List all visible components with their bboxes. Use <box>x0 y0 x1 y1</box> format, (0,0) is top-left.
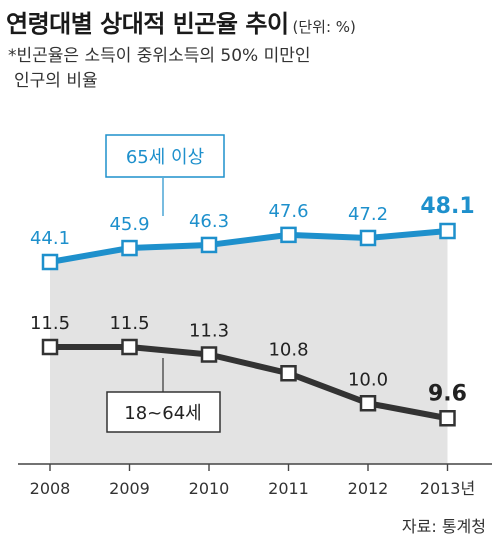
x-tick-label: 2012 <box>348 479 389 498</box>
x-tick-label: 2013년 <box>420 479 475 498</box>
data-point-working <box>200 346 218 363</box>
data-point-senior <box>41 253 59 271</box>
data-point-working <box>121 338 138 356</box>
data-label-senior: 46.3 <box>189 211 229 232</box>
data-point-working <box>359 395 377 412</box>
series-label-senior: 65세 이상 <box>126 147 204 168</box>
chart-title-block: 연령대별 상대적 빈곤율 추이 (단위: %) <box>6 4 356 39</box>
series-label-working: 18~64세 <box>124 403 201 424</box>
note-line-2: 인구의 비율 <box>14 71 98 91</box>
x-tick-label: 2011 <box>268 479 309 498</box>
data-label-senior: 47.2 <box>348 204 388 225</box>
chart-note: *빈곤율은 소득이 중위소득의 50% 미만인 인구의 비율 <box>8 44 311 94</box>
callout-box-senior <box>105 134 225 178</box>
data-label-senior: 44.1 <box>30 228 70 249</box>
data-label-working: 10.0 <box>348 369 388 390</box>
chart-unit: (단위: %) <box>292 18 356 36</box>
data-label-working: 10.8 <box>268 339 308 360</box>
data-point-working <box>280 365 297 382</box>
data-label-working: 11.5 <box>30 313 70 334</box>
x-tick-label: 2010 <box>189 479 230 498</box>
data-label-working: 9.6 <box>428 381 467 406</box>
callout-box-working <box>106 391 221 433</box>
data-point-senior <box>200 236 218 254</box>
data-point-working <box>439 410 456 427</box>
x-tick-label: 2008 <box>30 479 71 498</box>
chart-title: 연령대별 상대적 빈곤율 추이 <box>6 10 289 38</box>
data-label-senior: 45.9 <box>109 214 149 235</box>
chart-source: 자료: 통계청 <box>401 517 486 536</box>
data-label-senior: 47.6 <box>268 201 308 222</box>
data-point-senior <box>280 226 297 244</box>
data-point-senior <box>439 222 456 240</box>
data-point-senior <box>121 239 138 257</box>
data-label-senior: 48.1 <box>420 194 474 219</box>
x-tick-label: 2009 <box>109 479 150 498</box>
data-label-working: 11.3 <box>189 321 229 342</box>
series-line-senior <box>49 228 448 265</box>
data-point-senior <box>359 229 377 247</box>
data-point-working <box>41 338 59 356</box>
note-line-1: *빈곤율은 소득이 중위소득의 50% 미만인 <box>8 46 311 66</box>
series-line-working <box>50 344 449 422</box>
data-label-working: 11.5 <box>109 313 149 334</box>
